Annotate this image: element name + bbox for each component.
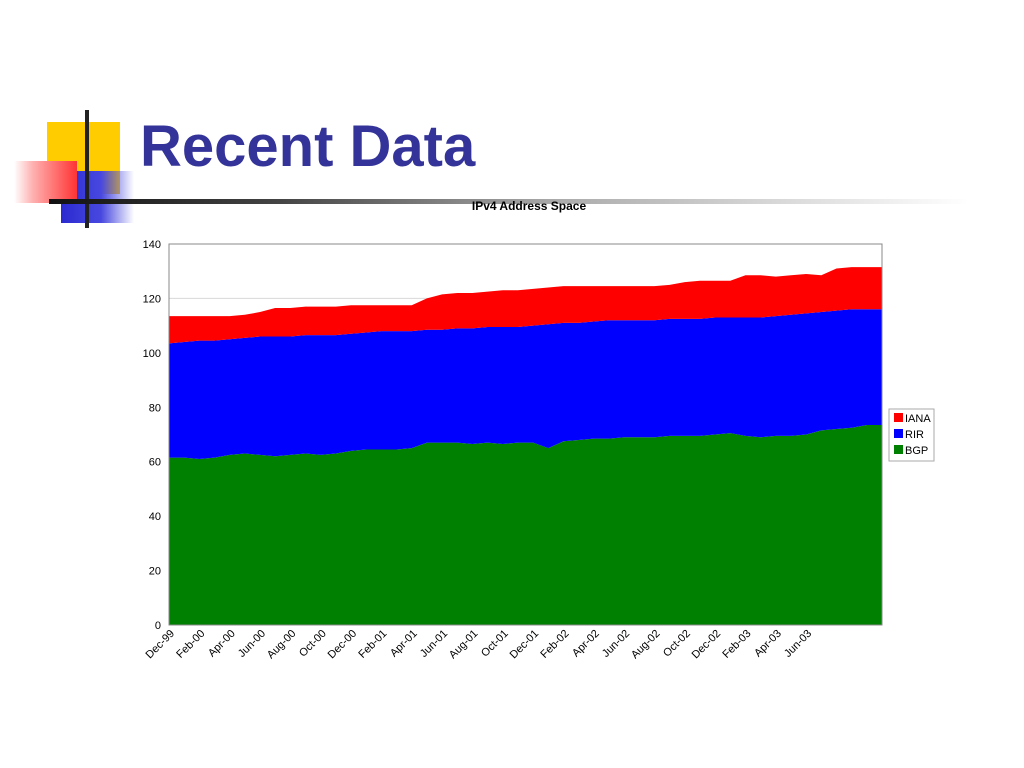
x-tick-label: Feb-01: [356, 628, 389, 661]
legend-swatch-rir: [894, 429, 903, 438]
x-tick-label: Dec-00: [326, 628, 360, 662]
y-tick-label: 120: [143, 293, 161, 305]
decor-vertical-line: [85, 110, 89, 228]
x-tick-label: Feb-03: [720, 628, 753, 661]
x-tick-label: Aug-00: [265, 628, 299, 662]
y-axis-tick-labels: 0 20 40 60 80 100 120 140: [143, 239, 161, 632]
x-tick-label: Apr-01: [388, 628, 420, 660]
x-tick-label: Dec-99: [144, 628, 178, 662]
x-tick-label: Apr-02: [570, 628, 602, 660]
x-tick-label: Jun-00: [236, 628, 268, 660]
y-tick-label: 20: [149, 566, 161, 578]
x-tick-label: Apr-03: [752, 628, 784, 660]
area-series-rir: [169, 309, 882, 459]
title-underline: [49, 199, 969, 204]
x-tick-label: Aug-02: [629, 628, 663, 662]
x-tick-label: Jun-02: [600, 628, 632, 660]
x-tick-label: Oct-01: [479, 628, 511, 660]
legend-label-rir: RIR: [905, 429, 924, 441]
legend-label-iana: IANA: [905, 413, 931, 425]
x-tick-label: Oct-02: [661, 628, 693, 660]
y-tick-label: 60: [149, 457, 161, 469]
y-tick-label: 0: [155, 620, 161, 632]
slide-title: Recent Data: [140, 114, 476, 179]
legend-label-bgp: BGP: [905, 445, 928, 457]
legend: IANA RIR BGP: [888, 408, 935, 462]
legend-swatch-iana: [894, 413, 903, 422]
x-axis-tick-labels: Dec-99Feb-00Apr-00Jun-00Aug-00Oct-00Dec-…: [144, 628, 815, 662]
area-series-iana: [169, 267, 882, 344]
x-tick-label: Aug-01: [447, 628, 481, 662]
legend-swatch-bgp: [894, 445, 903, 454]
x-tick-label: Dec-02: [690, 628, 724, 662]
x-tick-label: Jun-01: [418, 628, 450, 660]
decor-red-square: [14, 161, 77, 203]
x-tick-label: Feb-00: [174, 628, 207, 661]
y-tick-label: 140: [143, 239, 161, 251]
x-tick-label: Oct-00: [297, 628, 329, 660]
series-areas: [169, 267, 882, 625]
y-tick-label: 40: [149, 511, 161, 523]
x-tick-label: Jun-03: [782, 628, 814, 660]
y-tick-label: 100: [143, 348, 161, 360]
x-tick-label: Feb-02: [538, 628, 571, 661]
plot-area-border: [168, 243, 883, 626]
x-tick-label: Apr-00: [206, 628, 238, 660]
chart-title: IPv4 Address Space: [472, 199, 587, 213]
y-tick-label: 80: [149, 402, 161, 414]
x-tick-label: Dec-01: [508, 628, 542, 662]
area-series-bgp: [169, 424, 882, 625]
